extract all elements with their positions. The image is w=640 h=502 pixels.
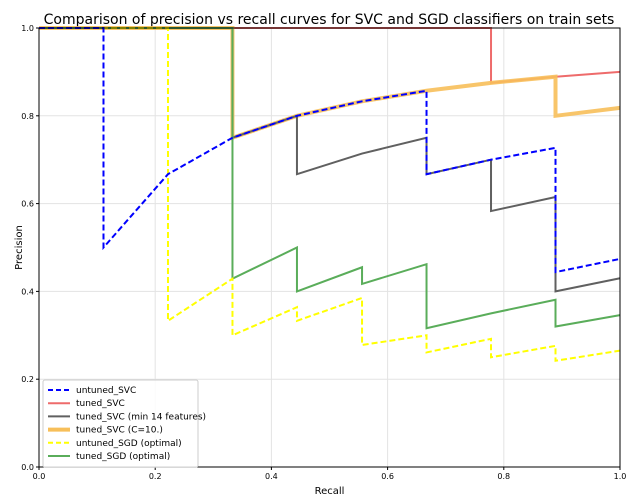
x-axis-label: Recall [315,486,345,497]
x-tick-label: 0.6 [381,472,394,481]
series-line-tuned-svc-min-14-features [39,27,621,293]
y-axis-label: Precision [14,225,25,270]
series-line-tuned-sgd-optimal [39,27,621,330]
axis-ticks: 0.0 0.2 0.4 0.6 0.8 1.0 0.0 0.2 0.4 0.6 0.8 1.0 [21,24,626,481]
chart-title: Comparison of precision vs recall curves… [44,12,615,28]
y-tick-label: 0.8 [21,112,34,121]
legend-label-tuned-svc: tuned_SVC [76,399,125,409]
series-line-tuned-svc [39,27,621,84]
y-tick-label: 0.0 [21,463,34,472]
y-tick-label: 1.0 [21,24,34,33]
y-tick-label: 0.6 [21,200,34,209]
plot-frame [38,27,621,468]
legend: untuned_SVC tuned_SVC tuned_SVC (min 14 fe… [42,379,206,468]
legend-box [42,379,199,468]
x-tick-label: 0.8 [497,472,510,481]
series-line-tuned-svc-c-10 [39,26,621,141]
legend-label-tuned-svc-min-14-features: tuned_SVC (min 14 features) [76,412,206,422]
y-tick-label: 0.4 [21,287,34,296]
y-tick-label: 0.2 [21,375,34,384]
series-line-untuned-sgd-optimal [39,27,621,362]
x-tick-label: 1.0 [614,472,627,481]
legend-label-untuned-sgd-optimal: untuned_SGD (optimal) [76,439,182,449]
legend-label-untuned-svc: untuned_SVC [76,386,136,396]
x-tick-label: 0.2 [149,472,162,481]
x-tick-label: 0.0 [33,472,46,481]
legend-label-tuned-svc-c-10: tuned_SVC (C=10.) [76,426,163,436]
series-line-untuned-svc [39,27,621,274]
series-lines [39,26,621,362]
legend-label-tuned-sgd-optimal: tuned_SGD (optimal) [76,452,170,462]
x-tick-label: 0.4 [265,472,278,481]
